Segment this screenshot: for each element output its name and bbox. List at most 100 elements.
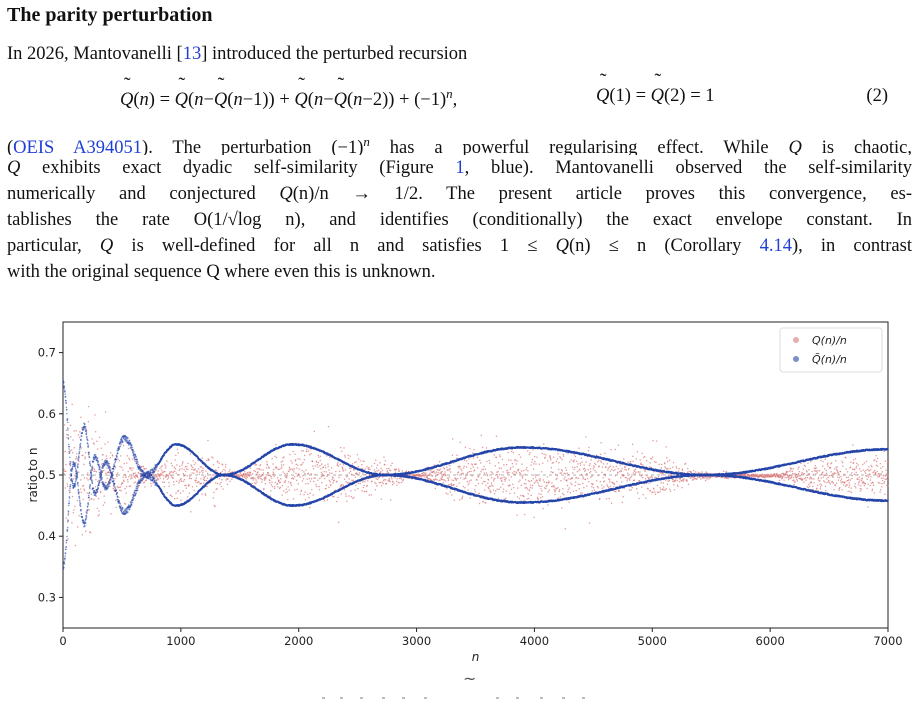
q-point bbox=[268, 467, 270, 469]
q-point bbox=[290, 484, 293, 486]
q-point bbox=[704, 479, 707, 482]
q-point bbox=[287, 486, 289, 488]
q-point bbox=[577, 483, 579, 485]
q-point bbox=[791, 475, 793, 477]
q-point bbox=[164, 470, 166, 473]
q-point bbox=[489, 485, 492, 487]
q-point bbox=[211, 456, 213, 458]
q-point bbox=[138, 485, 140, 487]
qtilde-point bbox=[115, 489, 118, 492]
q-point bbox=[822, 460, 824, 463]
q-point bbox=[318, 485, 320, 488]
q-point bbox=[651, 458, 653, 460]
qtilde-point bbox=[122, 441, 124, 443]
q-point bbox=[841, 460, 843, 462]
q-point bbox=[131, 494, 134, 496]
q-point bbox=[91, 488, 93, 491]
qtilde-point bbox=[115, 458, 118, 461]
q-point bbox=[100, 491, 102, 494]
q-point bbox=[595, 471, 597, 473]
q-point bbox=[195, 479, 197, 481]
q-point bbox=[298, 468, 300, 470]
q-point bbox=[187, 496, 189, 498]
corollary-link[interactable]: 4.14 bbox=[759, 236, 792, 256]
q-point bbox=[242, 476, 244, 478]
q-point bbox=[555, 473, 557, 476]
q-point bbox=[526, 498, 528, 500]
q-point bbox=[193, 463, 196, 466]
q-point bbox=[443, 479, 445, 481]
qtilde-point bbox=[121, 438, 123, 440]
q-point bbox=[384, 464, 386, 466]
qtilde-point bbox=[74, 464, 77, 466]
q-point bbox=[578, 488, 580, 490]
qtilde-point bbox=[99, 479, 101, 481]
q-point bbox=[469, 480, 471, 482]
figure-link[interactable]: 1 bbox=[455, 158, 465, 178]
q-point bbox=[424, 476, 426, 478]
q-point bbox=[871, 488, 874, 490]
q-point bbox=[578, 469, 580, 472]
q-point bbox=[216, 470, 218, 472]
q-point bbox=[759, 475, 761, 477]
q-point bbox=[121, 482, 124, 484]
q-point bbox=[417, 473, 420, 475]
q-point bbox=[87, 421, 89, 423]
q-point bbox=[594, 469, 596, 472]
q-point bbox=[839, 487, 841, 489]
q-point bbox=[350, 490, 352, 492]
qtilde-point bbox=[128, 508, 131, 511]
q-point bbox=[581, 475, 583, 477]
q-point bbox=[159, 474, 162, 477]
q-point bbox=[564, 473, 567, 475]
q-point bbox=[486, 460, 488, 463]
q-point bbox=[620, 469, 622, 472]
q-point bbox=[872, 471, 874, 474]
qtilde-point bbox=[91, 469, 93, 471]
q-point bbox=[559, 496, 562, 498]
q-point bbox=[422, 472, 424, 474]
q-point bbox=[660, 482, 662, 484]
q-point bbox=[323, 471, 325, 473]
q-point bbox=[256, 481, 258, 483]
q-point bbox=[173, 484, 175, 486]
q-point bbox=[192, 466, 194, 469]
q-point bbox=[427, 477, 429, 479]
q-point bbox=[291, 478, 293, 480]
qtilde-point bbox=[97, 488, 99, 490]
q-point bbox=[456, 457, 458, 459]
q-point bbox=[163, 481, 166, 483]
q-point bbox=[339, 486, 341, 488]
oeis-link[interactable]: OEIS A394051 bbox=[13, 138, 143, 155]
q-point bbox=[208, 459, 210, 461]
q-point bbox=[541, 496, 544, 498]
citation-link[interactable]: 13 bbox=[182, 44, 202, 64]
q-point bbox=[876, 461, 878, 463]
q-point bbox=[564, 476, 566, 478]
q-point bbox=[98, 510, 100, 512]
q-point bbox=[292, 450, 294, 453]
q-point bbox=[361, 490, 363, 492]
q-point bbox=[624, 466, 626, 468]
q-point bbox=[127, 447, 130, 450]
q-point bbox=[269, 475, 272, 477]
q-point bbox=[566, 472, 568, 474]
q-point bbox=[237, 474, 240, 476]
q-point bbox=[180, 499, 182, 501]
q-point bbox=[156, 474, 158, 476]
q-point bbox=[623, 487, 625, 489]
q-point bbox=[120, 455, 122, 457]
q-point bbox=[104, 411, 107, 413]
q-point bbox=[378, 482, 380, 484]
q-point bbox=[846, 471, 849, 473]
q-point bbox=[408, 474, 410, 477]
q-point bbox=[342, 484, 345, 486]
q-point bbox=[383, 479, 385, 482]
q-point bbox=[285, 492, 287, 494]
q-point bbox=[314, 473, 316, 476]
q-point bbox=[613, 483, 615, 485]
q-point bbox=[101, 463, 103, 465]
q-point bbox=[108, 463, 111, 465]
q-point bbox=[589, 468, 592, 470]
q-point bbox=[852, 468, 854, 470]
